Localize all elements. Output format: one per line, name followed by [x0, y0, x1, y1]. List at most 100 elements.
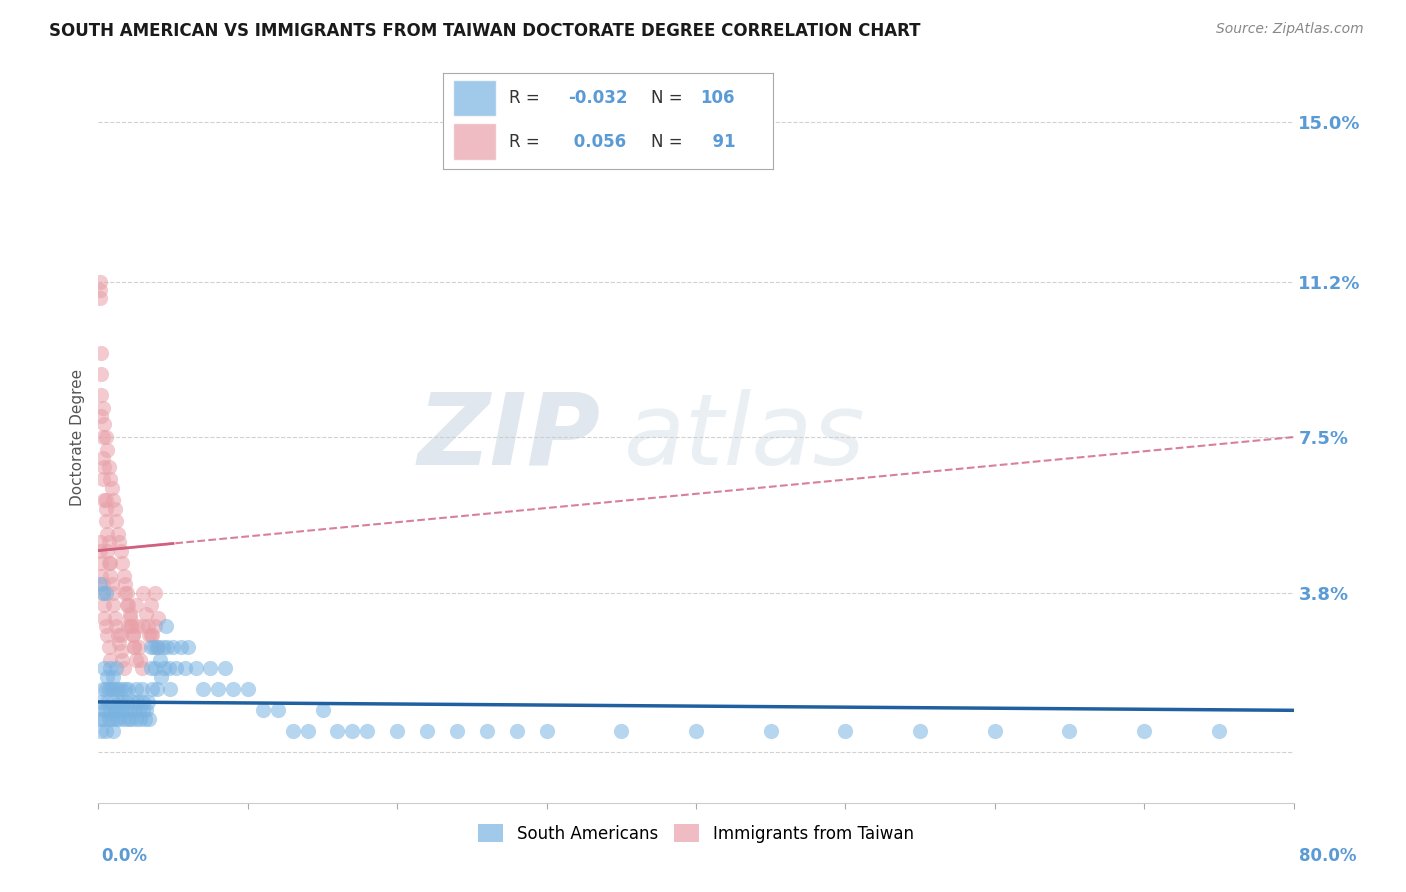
Point — [90, 556, 112, 570]
Point — [121, 627, 143, 641]
Point — [118, 607, 141, 621]
Point — [117, 682, 139, 697]
Point — [97, 535, 120, 549]
Point — [139, 640, 162, 655]
Point — [114, 585, 136, 599]
Point — [110, 682, 132, 697]
Text: N =: N = — [651, 89, 683, 107]
Point — [101, 682, 124, 697]
Point — [107, 627, 129, 641]
Point — [107, 703, 129, 717]
Point — [112, 569, 135, 583]
Y-axis label: Doctorate Degree: Doctorate Degree — [70, 368, 86, 506]
Point — [91, 682, 114, 697]
Point — [98, 661, 122, 675]
Point — [118, 611, 141, 625]
Text: 106: 106 — [700, 89, 735, 107]
Text: R =: R = — [509, 133, 540, 151]
Point — [150, 670, 173, 684]
Point — [96, 695, 118, 709]
Point — [342, 724, 364, 739]
Point — [94, 619, 117, 633]
Point — [90, 346, 112, 360]
Point — [105, 514, 128, 528]
Point — [149, 653, 172, 667]
Point — [90, 409, 112, 423]
Point — [139, 661, 162, 675]
Point — [125, 682, 148, 697]
Point — [252, 703, 274, 717]
Point — [129, 653, 152, 667]
Point — [94, 724, 117, 739]
Point — [117, 599, 139, 613]
Point — [356, 724, 378, 739]
Point — [1059, 724, 1081, 739]
Point — [156, 640, 179, 655]
Point — [115, 695, 138, 709]
Point — [114, 682, 136, 697]
Point — [115, 585, 138, 599]
Point — [94, 501, 117, 516]
Point — [125, 712, 148, 726]
Point — [157, 661, 180, 675]
Point — [98, 653, 122, 667]
Point — [112, 661, 135, 675]
Point — [132, 695, 155, 709]
Point — [91, 451, 114, 466]
Point — [93, 599, 115, 613]
Point — [138, 712, 160, 726]
Point — [90, 367, 112, 381]
Point — [184, 661, 207, 675]
Point — [118, 703, 141, 717]
Point — [127, 695, 149, 709]
Point — [89, 275, 111, 289]
Point — [108, 636, 131, 650]
Point — [110, 644, 132, 658]
Point — [94, 493, 117, 508]
Point — [174, 661, 197, 675]
Point — [139, 627, 162, 641]
Text: 0.056: 0.056 — [568, 133, 627, 151]
Point — [96, 442, 118, 457]
Point — [267, 703, 290, 717]
Point — [148, 611, 170, 625]
Point — [121, 627, 143, 641]
Point — [91, 577, 114, 591]
Text: Source: ZipAtlas.com: Source: ZipAtlas.com — [1216, 22, 1364, 37]
Point — [96, 670, 118, 684]
Point — [89, 712, 111, 726]
Point — [297, 724, 319, 739]
Point — [111, 695, 134, 709]
Point — [108, 535, 131, 549]
Point — [1133, 724, 1156, 739]
Point — [93, 712, 115, 726]
Point — [385, 724, 409, 739]
Point — [104, 501, 127, 516]
Point — [96, 543, 118, 558]
Point — [104, 611, 127, 625]
Point — [89, 543, 111, 558]
Point — [89, 535, 111, 549]
Point — [97, 682, 120, 697]
Point — [103, 599, 125, 613]
Point — [685, 724, 707, 739]
Point — [94, 682, 117, 697]
Point — [101, 577, 124, 591]
Text: -0.032: -0.032 — [568, 89, 628, 107]
Point — [281, 724, 304, 739]
Point — [124, 640, 146, 655]
Point — [131, 661, 153, 675]
Point — [124, 703, 146, 717]
Point — [98, 569, 122, 583]
Point — [101, 481, 124, 495]
Point — [138, 627, 160, 641]
Point — [97, 640, 120, 655]
Point — [132, 703, 155, 717]
Point — [90, 695, 112, 709]
Point — [416, 724, 439, 739]
Point — [105, 619, 128, 633]
Point — [104, 682, 127, 697]
Point — [191, 682, 214, 697]
Point — [110, 543, 132, 558]
Point — [90, 569, 112, 583]
